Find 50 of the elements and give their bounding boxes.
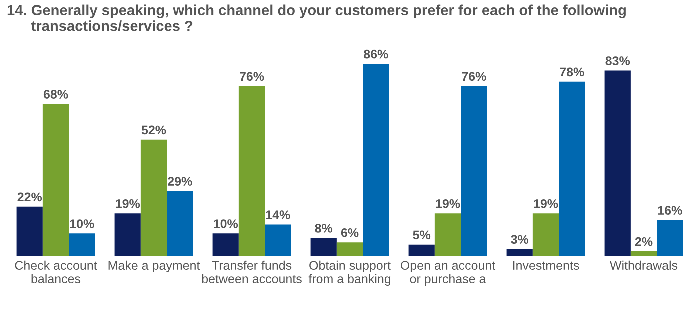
- bar: [69, 234, 96, 256]
- bar: [506, 249, 533, 256]
- bar: [559, 82, 586, 256]
- chart-title: 14. Generally speaking, which channel do your customers prefer for each of the following transactions/services ?: [8, 4, 626, 32]
- data-label: 3%: [511, 235, 529, 244]
- bar: [140, 140, 168, 256]
- data-label: 86%: [364, 50, 388, 59]
- bar: [310, 238, 337, 256]
- data-label: 52%: [142, 126, 166, 135]
- bar: [16, 206, 43, 256]
- bar: [238, 86, 266, 256]
- data-label: 76%: [462, 72, 486, 82]
- bar: [336, 242, 364, 256]
- data-label: 6%: [341, 228, 359, 238]
- data-label: 19%: [116, 199, 140, 208]
- data-label: 19%: [436, 199, 460, 208]
- data-label: 22%: [18, 192, 42, 202]
- x-tick-label: Open an account or purchase a: [400, 261, 496, 286]
- bar: [114, 214, 141, 256]
- data-label: 16%: [658, 206, 682, 216]
- bar: [167, 191, 194, 256]
- data-label: 2%: [635, 237, 653, 246]
- bar: [265, 224, 292, 256]
- bar: [408, 244, 435, 256]
- bar: [461, 86, 488, 256]
- bar: [42, 104, 70, 256]
- x-tick-label: Check account balances: [15, 260, 98, 284]
- data-label: 76%: [240, 72, 264, 82]
- x-tick-label: Make a payment: [108, 260, 200, 273]
- data-label: 10%: [214, 220, 238, 228]
- bar: [363, 64, 390, 256]
- x-tick-label: Transfer funds between accounts: [202, 260, 302, 284]
- data-label: 68%: [44, 90, 68, 99]
- bar: [604, 70, 631, 256]
- bar: [657, 220, 684, 256]
- x-tick-label: Investments: [513, 261, 580, 270]
- x-tick-label: Withdrawals: [610, 260, 678, 270]
- data-label: 14%: [266, 210, 290, 220]
- data-label: 10%: [70, 220, 94, 228]
- x-tick-label: Obtain support from a banking: [308, 260, 391, 286]
- bar: [212, 234, 239, 256]
- data-label: 8%: [315, 224, 333, 233]
- data-label: 19%: [534, 199, 558, 208]
- data-label: 5%: [413, 230, 431, 240]
- data-label: 29%: [168, 177, 192, 186]
- data-label: 78%: [560, 68, 584, 77]
- bar: [434, 214, 462, 256]
- data-label: 83%: [606, 56, 630, 66]
- bar: [532, 214, 560, 256]
- bar: [630, 252, 658, 256]
